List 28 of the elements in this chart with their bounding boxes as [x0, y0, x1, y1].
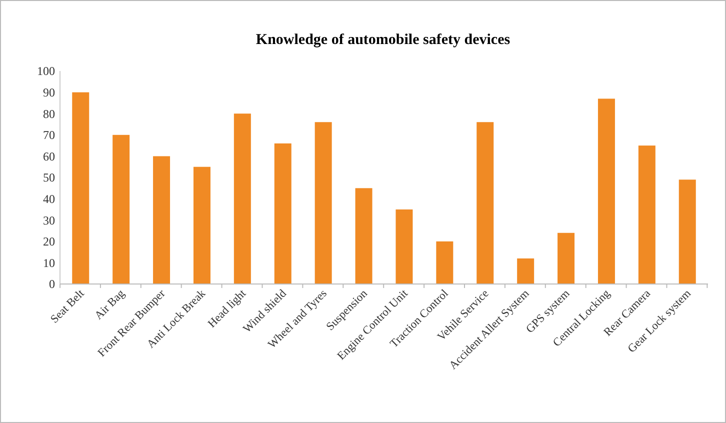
y-tick-label: 30 — [43, 213, 55, 228]
bar — [638, 146, 656, 284]
y-tick-label: 50 — [43, 170, 55, 185]
bar — [396, 209, 413, 284]
bar — [193, 166, 210, 284]
x-tick-label: Air Bag — [92, 287, 128, 322]
y-tick-label: 70 — [43, 128, 55, 142]
y-tick-label: 10 — [43, 256, 55, 270]
y-tick-label: 80 — [43, 106, 55, 121]
bar — [517, 258, 534, 284]
y-tick-label: 20 — [43, 234, 55, 249]
bar — [112, 134, 130, 284]
bar — [314, 122, 332, 284]
y-tick-label: 60 — [43, 149, 55, 164]
bar — [234, 114, 251, 284]
bar — [355, 188, 372, 284]
bar — [274, 143, 292, 284]
chart-title: Knowledge of automobile safety devices — [256, 32, 510, 48]
y-tick-label: 100 — [37, 64, 55, 78]
bar — [558, 232, 575, 284]
bar — [476, 122, 494, 284]
bar — [678, 180, 696, 284]
y-tick-label: 90 — [43, 86, 55, 100]
bar — [153, 156, 170, 284]
bar — [72, 92, 90, 284]
bar — [598, 98, 615, 284]
bar — [436, 241, 454, 284]
y-tick-label: 40 — [43, 192, 55, 206]
